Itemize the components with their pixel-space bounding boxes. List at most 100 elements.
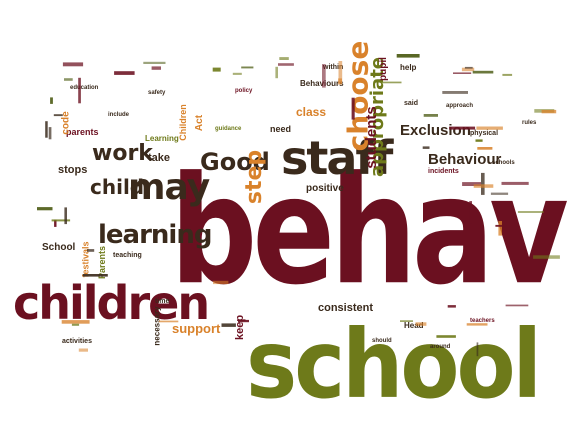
filler-mark bbox=[415, 322, 427, 326]
word-teaching: teaching bbox=[113, 252, 142, 259]
filler-mark bbox=[78, 77, 81, 104]
filler-mark bbox=[45, 121, 48, 138]
filler-mark bbox=[50, 97, 53, 104]
word-should: should bbox=[372, 338, 392, 344]
word-may: may bbox=[128, 167, 210, 208]
word-within: within bbox=[323, 64, 344, 71]
word-rules: rules bbox=[522, 120, 537, 126]
filler-mark bbox=[469, 201, 472, 224]
word-physical: physical bbox=[470, 130, 499, 137]
word-staff: staff bbox=[281, 131, 393, 185]
word-head: Head bbox=[404, 321, 424, 330]
word-approach: approach bbox=[446, 103, 474, 109]
filler-mark bbox=[481, 172, 485, 195]
filler-mark bbox=[447, 305, 456, 308]
word-schools: schools bbox=[492, 160, 515, 166]
word-school-small: School bbox=[42, 242, 76, 253]
filler-mark bbox=[61, 320, 90, 324]
word-behaviour-small: Behaviour bbox=[428, 151, 502, 168]
word-teachers: teachers bbox=[470, 318, 495, 324]
filler-mark bbox=[423, 114, 438, 117]
word-class: class bbox=[296, 105, 327, 119]
word-consistent: consistent bbox=[318, 302, 374, 314]
filler-mark bbox=[466, 323, 488, 326]
word-stops: stops bbox=[58, 164, 88, 176]
filler-mark bbox=[495, 224, 504, 227]
word-children-large: children bbox=[13, 276, 210, 330]
word-take: take bbox=[148, 152, 171, 164]
word-activities: activities bbox=[62, 338, 92, 345]
filler-mark bbox=[533, 255, 560, 259]
filler-mark bbox=[436, 335, 456, 338]
word-said: said bbox=[404, 100, 419, 107]
filler-mark bbox=[53, 114, 63, 117]
word-guidance: guidance bbox=[215, 126, 242, 132]
filler-mark bbox=[143, 61, 166, 64]
filler-mark bbox=[279, 57, 289, 60]
word-behaviours: Behaviours bbox=[300, 79, 344, 88]
filler-mark bbox=[351, 97, 355, 120]
filler-mark bbox=[381, 81, 402, 84]
word-learning-small: Learning bbox=[145, 134, 179, 143]
filler-mark bbox=[442, 91, 468, 94]
filler-mark bbox=[490, 192, 509, 195]
filler-mark bbox=[78, 348, 88, 352]
filler-mark bbox=[400, 320, 413, 322]
filler-mark bbox=[541, 109, 557, 114]
filler-mark bbox=[464, 66, 473, 69]
filler-mark bbox=[71, 323, 80, 326]
word-positive: positive bbox=[306, 183, 344, 194]
filler-mark bbox=[338, 61, 343, 84]
filler-mark bbox=[62, 62, 84, 67]
word-incidents: incidents bbox=[428, 168, 459, 175]
filler-mark bbox=[462, 182, 481, 186]
filler-mark bbox=[472, 70, 494, 74]
filler-mark bbox=[517, 211, 544, 213]
word-need: need bbox=[270, 124, 292, 134]
filler-mark bbox=[212, 67, 221, 72]
filler-mark bbox=[275, 66, 278, 79]
filler-mark bbox=[221, 323, 236, 327]
filler-mark bbox=[151, 66, 161, 70]
filler-mark bbox=[241, 66, 254, 69]
word-parents: parents bbox=[66, 127, 99, 137]
filler-mark bbox=[473, 184, 494, 188]
word-learning: learning bbox=[98, 220, 212, 250]
filler-mark bbox=[502, 73, 513, 76]
word-time: time bbox=[155, 298, 170, 305]
filler-mark bbox=[449, 126, 476, 130]
word-policy: policy bbox=[235, 88, 253, 94]
filler-mark bbox=[477, 147, 493, 150]
filler-mark bbox=[37, 207, 53, 211]
filler-mark bbox=[87, 249, 95, 252]
word-good: Good bbox=[200, 148, 270, 176]
filler-mark bbox=[396, 54, 420, 58]
filler-mark bbox=[114, 71, 135, 75]
word-child: child bbox=[90, 175, 145, 199]
filler-mark bbox=[476, 126, 503, 130]
filler-mark bbox=[322, 64, 326, 88]
word-support: support bbox=[172, 321, 221, 336]
filler-mark bbox=[48, 127, 52, 140]
filler-mark bbox=[238, 319, 249, 323]
filler-mark bbox=[278, 63, 294, 66]
filler-mark bbox=[475, 139, 483, 142]
word-help: help bbox=[400, 63, 417, 72]
word-safety: safety bbox=[148, 90, 166, 96]
word-work: work bbox=[92, 141, 153, 166]
word-around: around bbox=[430, 344, 451, 350]
filler-mark bbox=[64, 78, 73, 81]
filler-mark bbox=[498, 221, 502, 236]
filler-mark bbox=[501, 181, 529, 185]
filler-mark bbox=[82, 274, 108, 277]
filler-mark bbox=[453, 72, 472, 74]
word-school-large: school bbox=[246, 310, 542, 420]
word-education: education bbox=[70, 85, 99, 91]
filler-mark bbox=[158, 320, 179, 323]
filler-mark bbox=[505, 304, 529, 307]
filler-mark bbox=[64, 207, 67, 225]
filler-mark bbox=[422, 146, 430, 149]
filler-mark bbox=[213, 280, 229, 285]
